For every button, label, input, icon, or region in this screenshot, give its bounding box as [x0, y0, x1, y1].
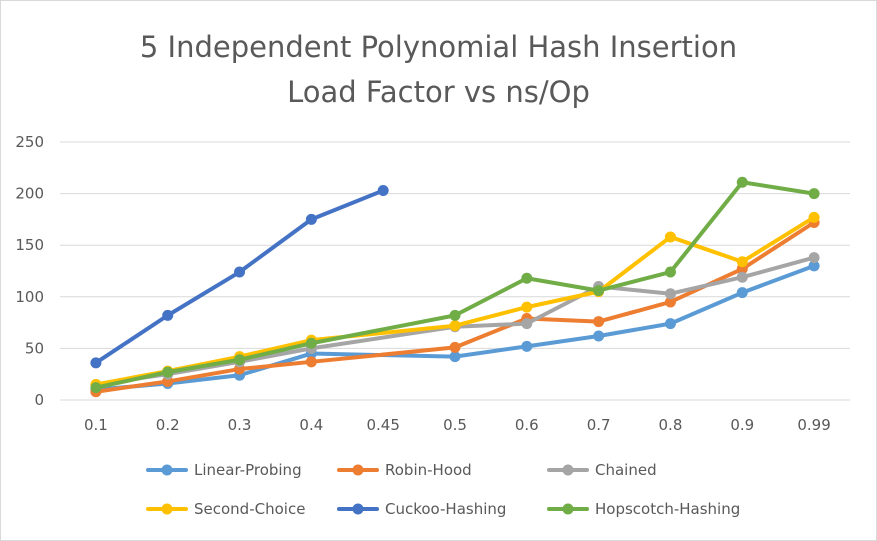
- series-line: [93, 263, 817, 392]
- legend-marker: [161, 464, 173, 476]
- data-point: [808, 252, 820, 264]
- series-line: [93, 180, 817, 390]
- data-point: [664, 231, 676, 243]
- x-tick-label: 0.5: [443, 416, 467, 434]
- data-point: [90, 357, 102, 369]
- x-tick-label: 0.9: [730, 416, 754, 434]
- legend-marker: [161, 503, 173, 515]
- legend-item: Linear-Probing: [146, 461, 302, 479]
- x-tick-label: 0.4: [299, 416, 323, 434]
- data-point: [449, 309, 461, 321]
- legend-item: Cuckoo-Hashing: [337, 500, 506, 518]
- data-point: [736, 256, 748, 268]
- legend-item: Robin-Hood: [337, 461, 472, 479]
- data-point: [664, 266, 676, 278]
- legend-marker: [352, 464, 364, 476]
- x-tick-label: 0.1: [84, 416, 108, 434]
- y-tick-label: 50: [25, 339, 44, 357]
- legend-marker: [562, 464, 574, 476]
- chart-title-line-2: Load Factor vs ns/Op: [287, 75, 590, 109]
- y-tick-label: 250: [15, 133, 44, 151]
- x-tick-label: 0.2: [156, 416, 180, 434]
- data-point: [808, 188, 820, 200]
- data-point: [664, 288, 676, 300]
- data-point: [305, 356, 317, 368]
- y-tick-label: 100: [15, 288, 44, 306]
- series-line: [93, 255, 817, 387]
- x-tick-label: 0.6: [515, 416, 539, 434]
- y-tick-label: 0: [34, 391, 44, 409]
- x-tick-label: 0.45: [366, 416, 399, 434]
- legend-label: Linear-Probing: [194, 461, 302, 479]
- legend-label: Second-Choice: [194, 500, 305, 518]
- data-point: [162, 366, 174, 378]
- data-point: [593, 330, 605, 342]
- data-point: [449, 341, 461, 353]
- x-tick-label: 0.8: [659, 416, 683, 434]
- data-point: [449, 320, 461, 332]
- y-tick-label: 200: [15, 185, 44, 203]
- data-point: [449, 351, 461, 363]
- series-second-choice: [90, 211, 820, 391]
- data-point: [521, 340, 533, 352]
- data-point: [521, 272, 533, 284]
- data-point: [664, 296, 676, 308]
- legend-label: Chained: [595, 461, 657, 479]
- series-layer: [90, 176, 820, 398]
- data-point: [162, 309, 174, 321]
- data-point: [234, 266, 246, 278]
- data-point: [521, 318, 533, 330]
- data-point: [808, 211, 820, 223]
- chart-title-line-1: 5 Independent Polynomial Hash Insertion: [139, 30, 738, 64]
- data-point: [305, 337, 317, 349]
- legend-item: Hopscotch-Hashing: [547, 500, 740, 518]
- legend-item: Chained: [547, 461, 657, 479]
- data-point: [736, 287, 748, 299]
- legend-label: Robin-Hood: [385, 461, 472, 479]
- legend-marker: [562, 503, 574, 515]
- y-tick-label: 150: [15, 236, 44, 254]
- data-point: [736, 176, 748, 188]
- legend-label: Cuckoo-Hashing: [385, 500, 506, 518]
- data-point: [593, 285, 605, 297]
- data-point: [305, 213, 317, 225]
- legend: Linear-Probing Robin-Hood Chained Second-Ch…: [146, 461, 740, 518]
- data-point: [664, 318, 676, 330]
- data-point: [234, 354, 246, 366]
- series-line: [93, 215, 817, 387]
- x-axis-ticks: 0.1 0.2 0.3 0.4 0.45 0.5 0.6 0.7 0.8 0.9 0.99: [84, 416, 831, 434]
- data-point: [90, 382, 102, 394]
- x-tick-label: 0.7: [587, 416, 611, 434]
- legend-item: Second-Choice: [146, 500, 305, 518]
- data-point: [808, 260, 820, 272]
- data-point: [521, 301, 533, 313]
- data-point: [377, 185, 389, 197]
- series-hopscotch-hashing: [90, 176, 820, 394]
- x-tick-label: 0.99: [797, 416, 830, 434]
- data-point: [736, 271, 748, 283]
- legend-marker: [352, 503, 364, 515]
- data-point: [593, 316, 605, 328]
- series-cuckoo-hashing: [90, 185, 389, 369]
- y-axis-ticks: 0 50 100 150 200 250: [15, 133, 44, 409]
- x-tick-label: 0.3: [228, 416, 252, 434]
- legend-label: Hopscotch-Hashing: [595, 500, 740, 518]
